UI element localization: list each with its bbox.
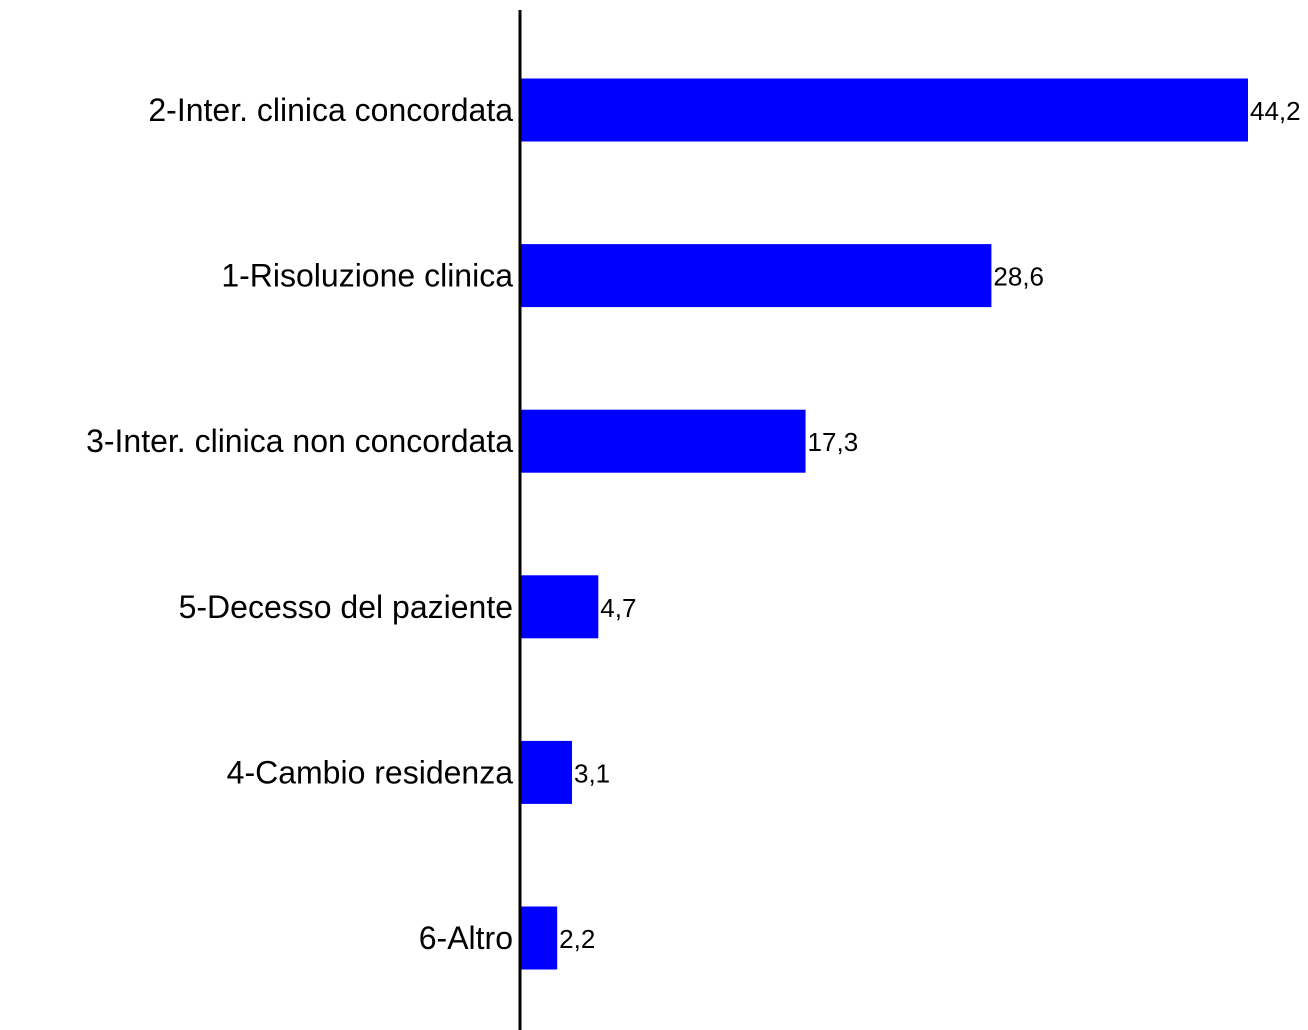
bar-value-label: 44,2 [1250,96,1301,126]
bar-value-label: 2,2 [559,924,595,954]
bar [521,409,806,473]
bars-group [521,78,1248,970]
category-label: 1-Risoluzione clinica [221,258,513,294]
value-labels-group: 44,2 28,6 17,3 4,7 3,1 2,2 [559,96,1300,954]
category-label: 6-Altro [419,920,513,956]
bar-value-label: 3,1 [574,758,610,788]
bar [521,575,599,639]
bar [521,906,558,970]
category-label: 4-Cambio residenza [227,754,514,790]
bar-value-label: 4,7 [600,593,636,623]
category-label: 5-Decesso del paziente [179,589,513,625]
bar [521,740,572,804]
category-label: 3-Inter. clinica non concordata [86,423,513,459]
bar-value-label: 28,6 [993,262,1044,292]
bar [521,78,1248,142]
category-label: 2-Inter. clinica concordata [148,92,513,128]
bar-value-label: 17,3 [808,427,859,457]
bar [521,244,992,308]
category-labels-group: 2-Inter. clinica concordata 1-Risoluzione… [86,92,513,956]
